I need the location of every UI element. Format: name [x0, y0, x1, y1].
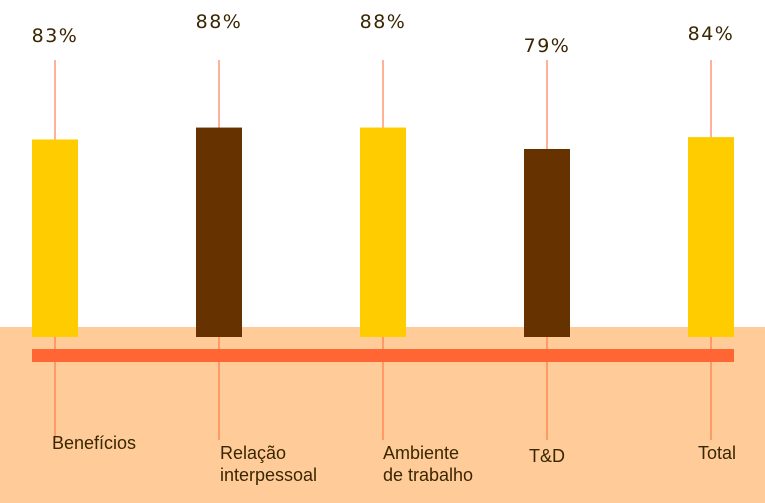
category-label: Total: [698, 443, 737, 463]
value-labels: 83% 88% 88% 79% 84%: [32, 11, 735, 57]
bars: [32, 127, 734, 337]
bar: [524, 148, 570, 337]
bar: [360, 127, 406, 337]
value-label: 88%: [360, 11, 407, 33]
baseline-bar: [32, 349, 734, 362]
bar: [196, 127, 242, 337]
category-label: Ambiente de trabalho: [383, 443, 474, 485]
value-label: 79%: [524, 35, 571, 57]
value-label: 84%: [688, 23, 735, 45]
value-label: 88%: [196, 11, 243, 33]
category-label: Relação interpessoal: [220, 443, 318, 485]
value-label: 83%: [32, 25, 79, 47]
category-label: T&D: [529, 446, 565, 466]
bar: [32, 139, 78, 337]
category-label: Benefícios: [52, 433, 137, 453]
bar: [688, 137, 734, 337]
